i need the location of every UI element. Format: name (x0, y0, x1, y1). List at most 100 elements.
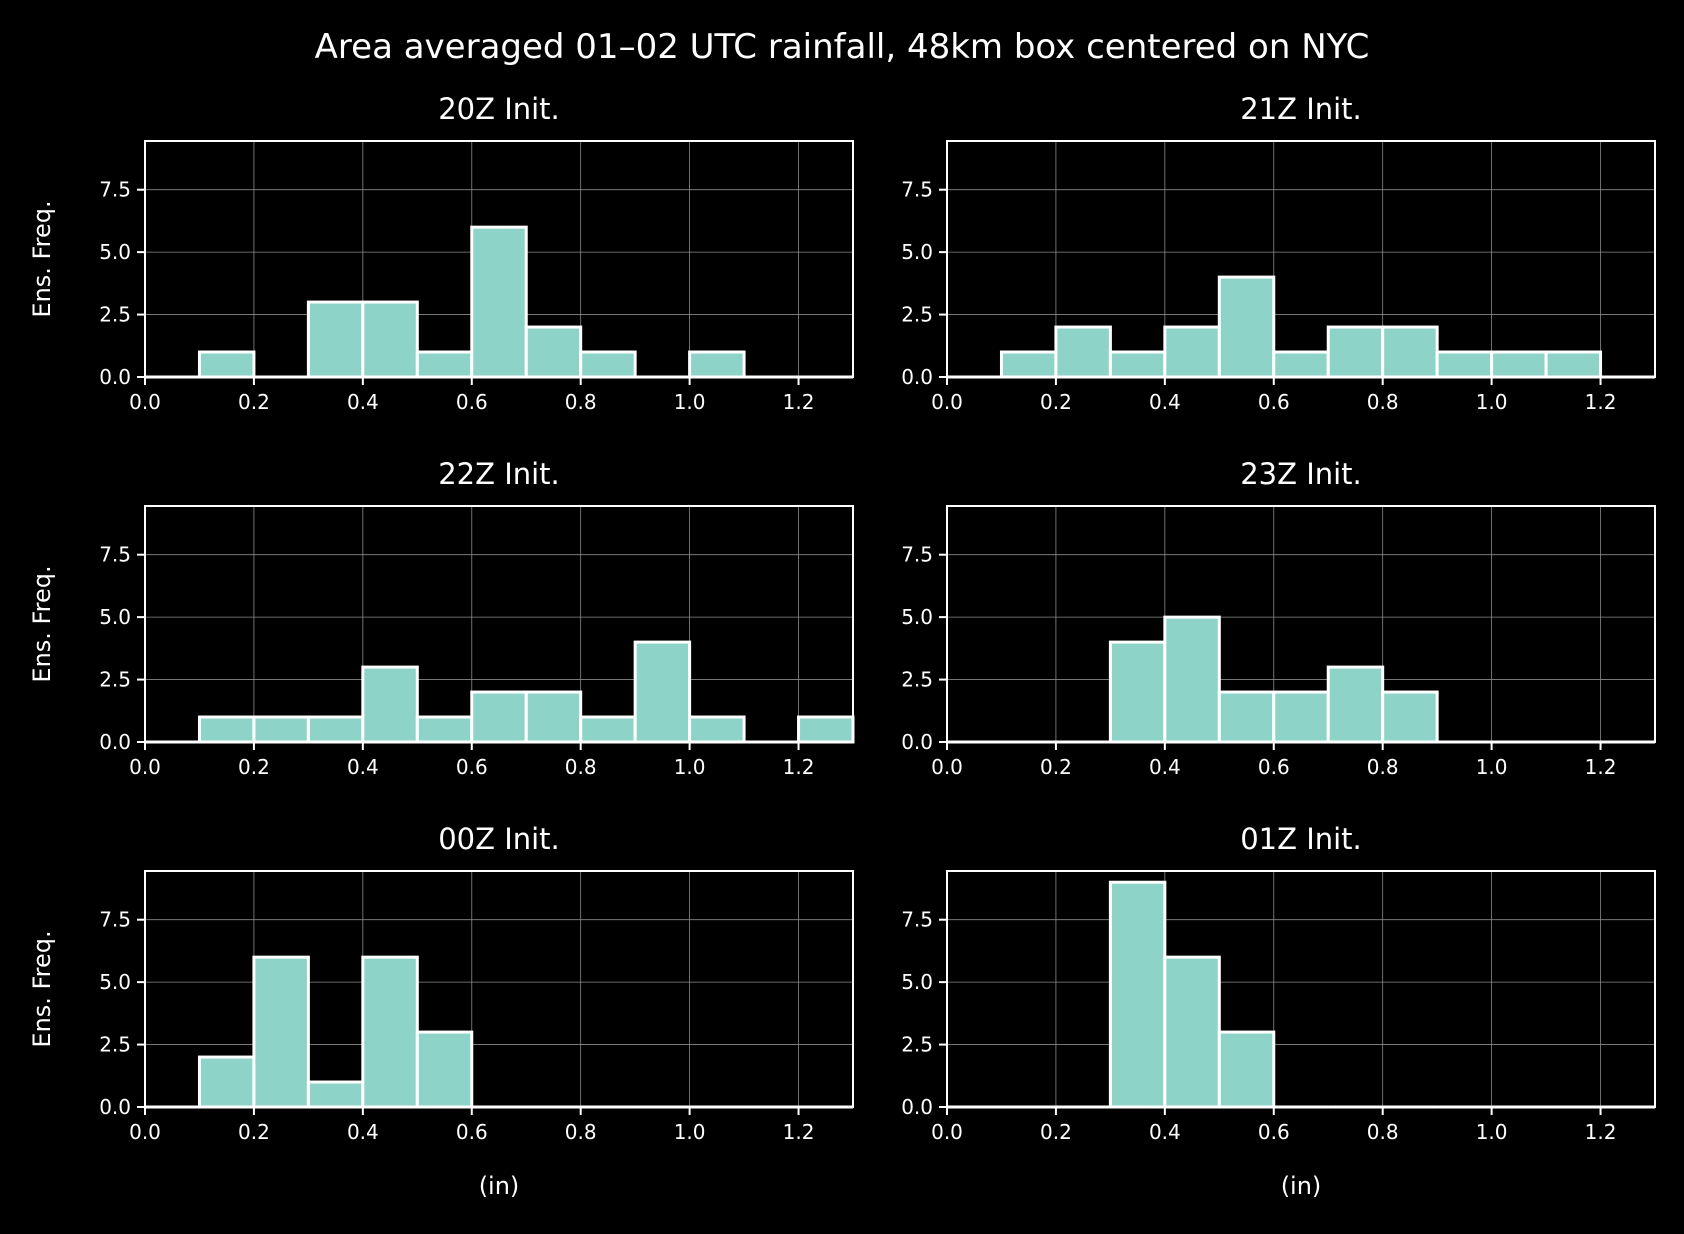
panel-01z: 0.0 0.2 0.4 0.6 0.8 1.0 1.2 0.0 2.5 5.0 7.5 01Z Ini… (901, 822, 1656, 1200)
x-tick-label: 0.0 (129, 390, 161, 414)
y-tick-label: 7.5 (99, 178, 131, 202)
histogram-bar (1163, 955, 1221, 1109)
x-tick-label: 0.2 (238, 390, 270, 414)
x-tick-label: 0.0 (931, 1120, 963, 1144)
histogram-bar (1163, 325, 1221, 379)
y-axis-label: Ens. Freq. (28, 930, 56, 1047)
x-tick-label: 0.0 (931, 755, 963, 779)
histogram-bar (197, 1055, 256, 1109)
x-tick-label: 0.6 (456, 1120, 488, 1144)
x-tick-label: 0.2 (1040, 755, 1072, 779)
panel-21z: 0.0 0.2 0.4 0.6 0.8 1.0 1.2 0.0 2.5 5.0 7.5 21Z Ini… (901, 92, 1656, 414)
histogram-bar (1381, 690, 1439, 744)
panels: 0.0 0.2 0.4 0.6 0.8 1.0 1.2 0.0 2.5 5.0 7.5 20Z Ini… (28, 92, 1656, 1200)
axes-frame (946, 140, 1656, 378)
x-tick-label: 0.6 (1258, 390, 1290, 414)
histogram-bar (524, 325, 583, 379)
x-tick-label: 1.0 (674, 1120, 706, 1144)
histogram-bar (1108, 640, 1167, 744)
histogram-bar (688, 715, 746, 744)
x-tick-label: 0.2 (238, 1120, 270, 1144)
panel-title: 23Z Init. (1240, 457, 1362, 491)
histogram-bar (797, 715, 855, 744)
histogram-bar (1217, 1030, 1276, 1109)
panel-title: 00Z Init. (438, 822, 560, 856)
y-tick-label: 7.5 (99, 908, 131, 932)
histogram-bar (524, 690, 583, 744)
y-tick-label: 0.0 (901, 365, 933, 389)
histogram-bar (579, 350, 637, 379)
histogram-bar (1163, 615, 1221, 744)
x-tick-label: 1.2 (783, 755, 815, 779)
histogram-bar (1272, 690, 1330, 744)
histogram-bar (1381, 325, 1439, 379)
x-tick-label: 0.8 (565, 755, 597, 779)
x-tick-label: 1.0 (1476, 755, 1508, 779)
axes-frame (144, 140, 854, 378)
x-tick-label: 1.2 (783, 1120, 815, 1144)
y-tick-label: 7.5 (99, 543, 131, 567)
y-axis-label: Ens. Freq. (28, 565, 56, 682)
histogram-bar (1217, 275, 1276, 379)
y-tick-label: 7.5 (901, 908, 933, 932)
histogram-bar (415, 715, 474, 744)
histogram-bar (633, 640, 692, 744)
histogram-bar (306, 715, 365, 744)
histogram-bar (1326, 325, 1385, 379)
panel-title: 21Z Init. (1240, 92, 1362, 126)
histogram-bar (1108, 350, 1167, 379)
histogram-bar (415, 1030, 474, 1109)
x-axis-label: (in) (1281, 1172, 1322, 1200)
y-tick-label: 5.0 (901, 605, 933, 629)
figure-title: Area averaged 01–02 UTC rainfall, 48km b… (315, 27, 1370, 67)
x-tick-label: 0.6 (1258, 755, 1290, 779)
x-tick-label: 1.2 (783, 390, 815, 414)
y-tick-label: 2.5 (99, 668, 131, 692)
x-tick-label: 0.8 (565, 1120, 597, 1144)
x-axis-label: (in) (479, 1172, 520, 1200)
x-tick-label: 1.2 (1585, 390, 1617, 414)
x-tick-label: 0.0 (129, 1120, 161, 1144)
x-tick-label: 0.2 (1040, 1120, 1072, 1144)
panel-22z: 0.0 0.2 0.4 0.6 0.8 1.0 1.2 0.0 2.5 5.0 7.5 22Z Ini… (28, 457, 855, 779)
histogram-bar (688, 350, 746, 379)
histogram-bar (1544, 350, 1603, 379)
panel-title: 20Z Init. (438, 92, 560, 126)
histogram-bar (361, 300, 419, 379)
histogram-bar (1490, 350, 1548, 379)
y-tick-label: 5.0 (901, 240, 933, 264)
x-tick-label: 0.4 (347, 390, 379, 414)
y-tick-label: 2.5 (901, 1033, 933, 1057)
y-tick-label: 7.5 (901, 543, 933, 567)
histogram-bar (361, 665, 419, 744)
axes-frame (144, 505, 854, 743)
y-tick-label: 5.0 (99, 240, 131, 264)
x-tick-label: 0.8 (1367, 755, 1399, 779)
panel-title: 01Z Init. (1240, 822, 1362, 856)
x-tick-label: 0.4 (1149, 390, 1181, 414)
histogram-bar (197, 350, 256, 379)
histogram-bar (252, 715, 310, 744)
histogram-bar (1108, 880, 1167, 1109)
panel-20z: 0.0 0.2 0.4 0.6 0.8 1.0 1.2 0.0 2.5 5.0 7.5 20Z Ini… (28, 92, 854, 414)
y-axis-label: Ens. Freq. (28, 200, 56, 317)
x-tick-label: 1.2 (1585, 1120, 1617, 1144)
y-tick-label: 5.0 (99, 970, 131, 994)
histogram-bar (252, 955, 310, 1109)
x-tick-label: 0.2 (238, 755, 270, 779)
x-tick-label: 1.0 (1476, 390, 1508, 414)
x-tick-label: 0.4 (1149, 1120, 1181, 1144)
x-tick-label: 0.6 (456, 390, 488, 414)
x-tick-label: 0.4 (347, 1120, 379, 1144)
axes-frame (144, 870, 854, 1108)
y-tick-label: 2.5 (99, 1033, 131, 1057)
y-tick-label: 0.0 (901, 1095, 933, 1119)
x-tick-label: 0.0 (931, 390, 963, 414)
y-tick-label: 7.5 (901, 178, 933, 202)
x-tick-label: 0.0 (129, 755, 161, 779)
x-tick-label: 0.4 (1149, 755, 1181, 779)
y-tick-label: 2.5 (901, 303, 933, 327)
histogram-bar (1054, 325, 1112, 379)
histogram-bar (579, 715, 637, 744)
x-tick-label: 1.0 (674, 390, 706, 414)
